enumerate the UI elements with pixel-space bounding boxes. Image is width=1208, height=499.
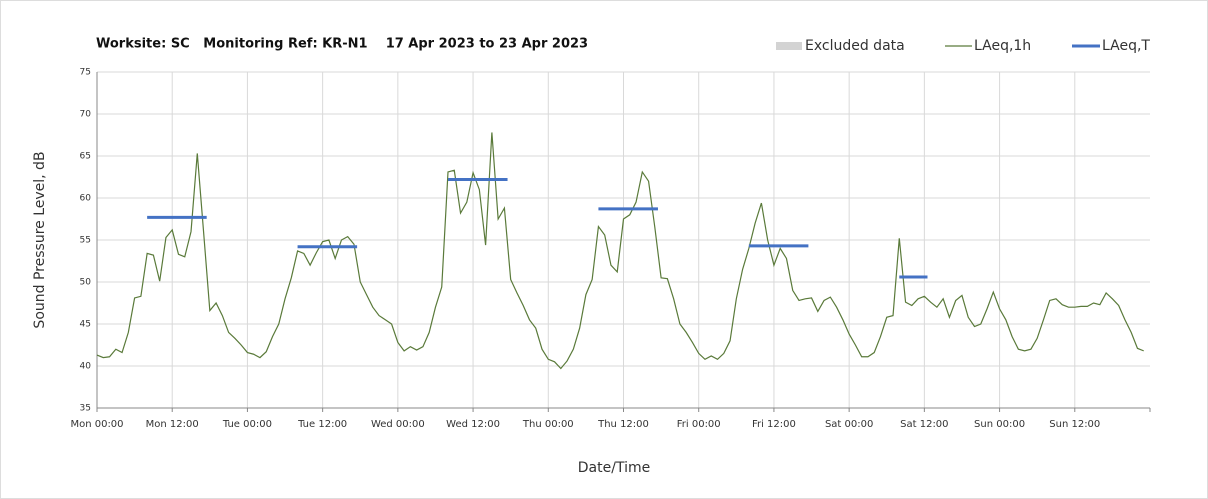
- x-tick-label: Wed 12:00: [446, 419, 500, 430]
- y-tick-label: 40: [80, 362, 92, 372]
- x-tick-label: Wed 00:00: [371, 419, 425, 430]
- legend-swatch: [776, 42, 802, 50]
- x-tick-label: Sun 12:00: [1049, 419, 1100, 430]
- x-axis-label: Date/Time: [578, 460, 650, 476]
- legend-label: Excluded data: [805, 38, 905, 54]
- y-tick-label: 50: [80, 278, 92, 288]
- x-tick-label: Tue 00:00: [222, 419, 272, 430]
- y-tick-label: 70: [80, 110, 92, 120]
- x-tick-label: Sat 00:00: [825, 419, 873, 430]
- y-tick-label: 60: [80, 194, 92, 204]
- x-tick-label: Sat 12:00: [900, 419, 948, 430]
- x-tick-label: Thu 00:00: [522, 419, 574, 430]
- x-tick-label: Fri 00:00: [677, 419, 721, 430]
- y-tick-label: 45: [80, 320, 91, 330]
- legend-label: LAeq,1h: [974, 38, 1031, 54]
- y-tick-label: 35: [80, 404, 91, 414]
- data-line: [96, 132, 1144, 370]
- y-tick-label: 55: [80, 236, 91, 246]
- x-tick-label: Thu 12:00: [597, 419, 649, 430]
- y-tick-label: 75: [80, 68, 91, 78]
- x-tick-label: Mon 12:00: [146, 419, 199, 430]
- x-tick-label: Mon 00:00: [70, 419, 123, 430]
- x-tick-label: Tue 12:00: [297, 419, 347, 430]
- legend-label: LAeq,T: [1102, 38, 1150, 54]
- x-tick-label: Sun 00:00: [974, 419, 1025, 430]
- y-tick-label: 65: [80, 152, 91, 162]
- x-tick-label: Fri 12:00: [752, 419, 796, 430]
- y-axis-label: Sound Pressure Level, dB: [32, 151, 48, 328]
- chart-title: Worksite: SC Monitoring Ref: KR-N1 17 Ap…: [96, 37, 588, 52]
